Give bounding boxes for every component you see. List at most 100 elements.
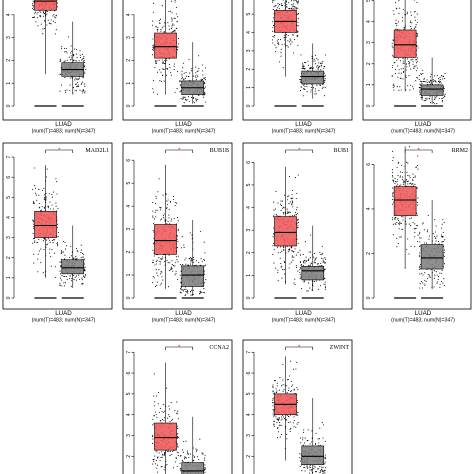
- data-point: [37, 11, 39, 14]
- panel-title: CCNA2: [209, 345, 229, 351]
- data-point: [407, 174, 409, 176]
- data-point: [83, 56, 85, 58]
- data-point: [295, 7, 297, 10]
- data-point: [399, 171, 402, 173]
- data-point: [403, 28, 405, 30]
- data-point: [176, 412, 178, 414]
- data-point: [33, 9, 35, 11]
- data-point: [412, 86, 414, 88]
- data-point: [75, 53, 77, 55]
- data-point: [288, 195, 290, 197]
- data-point: [289, 41, 291, 43]
- data-point: [84, 258, 86, 260]
- data-point: [427, 214, 429, 216]
- data-point: [402, 219, 404, 221]
- data-point: [283, 262, 286, 264]
- data-point: [297, 24, 299, 27]
- data-point: [204, 92, 206, 94]
- data-point: [285, 33, 288, 36]
- data-point: [419, 89, 421, 91]
- data-point: [203, 241, 205, 243]
- data-point: [163, 25, 165, 27]
- data-point: [78, 274, 80, 276]
- data-point: [193, 460, 195, 462]
- data-point: [79, 50, 81, 52]
- data-point: [286, 4, 288, 6]
- data-point: [287, 251, 289, 253]
- data-point: [296, 222, 298, 224]
- data-point: [297, 422, 299, 424]
- data-point: [286, 208, 288, 210]
- data-point: [175, 261, 177, 263]
- data-point: [40, 23, 42, 25]
- data-point: [157, 29, 159, 31]
- data-point: [282, 212, 285, 214]
- data-point: [400, 60, 402, 62]
- data-point: [433, 286, 435, 288]
- data-point: [166, 223, 168, 225]
- data-point: [195, 78, 197, 81]
- data-point: [195, 98, 197, 100]
- data-point: [426, 99, 428, 101]
- data-point: [170, 401, 172, 403]
- data-point: [428, 235, 430, 237]
- data-point: [277, 3, 279, 5]
- data-point: [154, 60, 156, 62]
- data-point: [172, 450, 174, 452]
- data-point: [172, 23, 174, 25]
- data-point: [299, 272, 301, 274]
- data-point: [433, 81, 435, 83]
- data-point: [422, 80, 424, 82]
- data-point: [291, 189, 294, 192]
- data-point: [439, 82, 441, 84]
- data-point: [190, 290, 192, 293]
- data-point: [63, 61, 65, 63]
- data-point: [156, 93, 158, 95]
- data-point: [174, 409, 176, 411]
- data-point: [285, 6, 287, 8]
- data-point: [82, 81, 84, 83]
- data-point: [38, 188, 40, 190]
- data-point: [287, 46, 289, 48]
- data-point: [32, 201, 34, 203]
- data-point: [286, 392, 288, 394]
- data-point: [79, 56, 82, 59]
- data-point: [163, 80, 165, 82]
- data-point: [57, 207, 59, 209]
- data-point: [154, 401, 156, 403]
- data-point: [179, 274, 181, 276]
- data-point: [159, 420, 161, 422]
- data-point: [176, 445, 178, 447]
- data-point: [443, 278, 445, 280]
- data-point: [170, 218, 172, 220]
- data-point: [299, 453, 301, 455]
- data-point: [50, 255, 52, 257]
- data-point: [405, 180, 407, 182]
- data-point: [183, 102, 185, 104]
- data-point: [314, 443, 316, 445]
- data-point: [313, 58, 315, 60]
- data-point: [152, 49, 154, 51]
- data-point: [405, 63, 408, 65]
- data-point: [53, 252, 55, 254]
- data-point: [282, 363, 284, 366]
- data-point: [191, 259, 193, 261]
- data-point: [151, 435, 154, 438]
- data-point: [181, 75, 183, 77]
- data-point: [160, 30, 162, 32]
- y-tick-label: 4: [6, 216, 12, 219]
- data-point: [153, 395, 155, 397]
- data-point: [416, 57, 419, 59]
- data-point: [439, 77, 441, 79]
- data-point: [53, 191, 55, 193]
- data-point: [183, 96, 185, 98]
- data-point: [157, 403, 159, 405]
- data-point: [177, 16, 179, 18]
- data-point: [281, 265, 283, 267]
- data-point: [321, 466, 323, 468]
- data-point: [167, 262, 169, 264]
- data-point: [68, 277, 70, 280]
- data-point: [273, 416, 275, 418]
- data-point: [272, 0, 274, 2]
